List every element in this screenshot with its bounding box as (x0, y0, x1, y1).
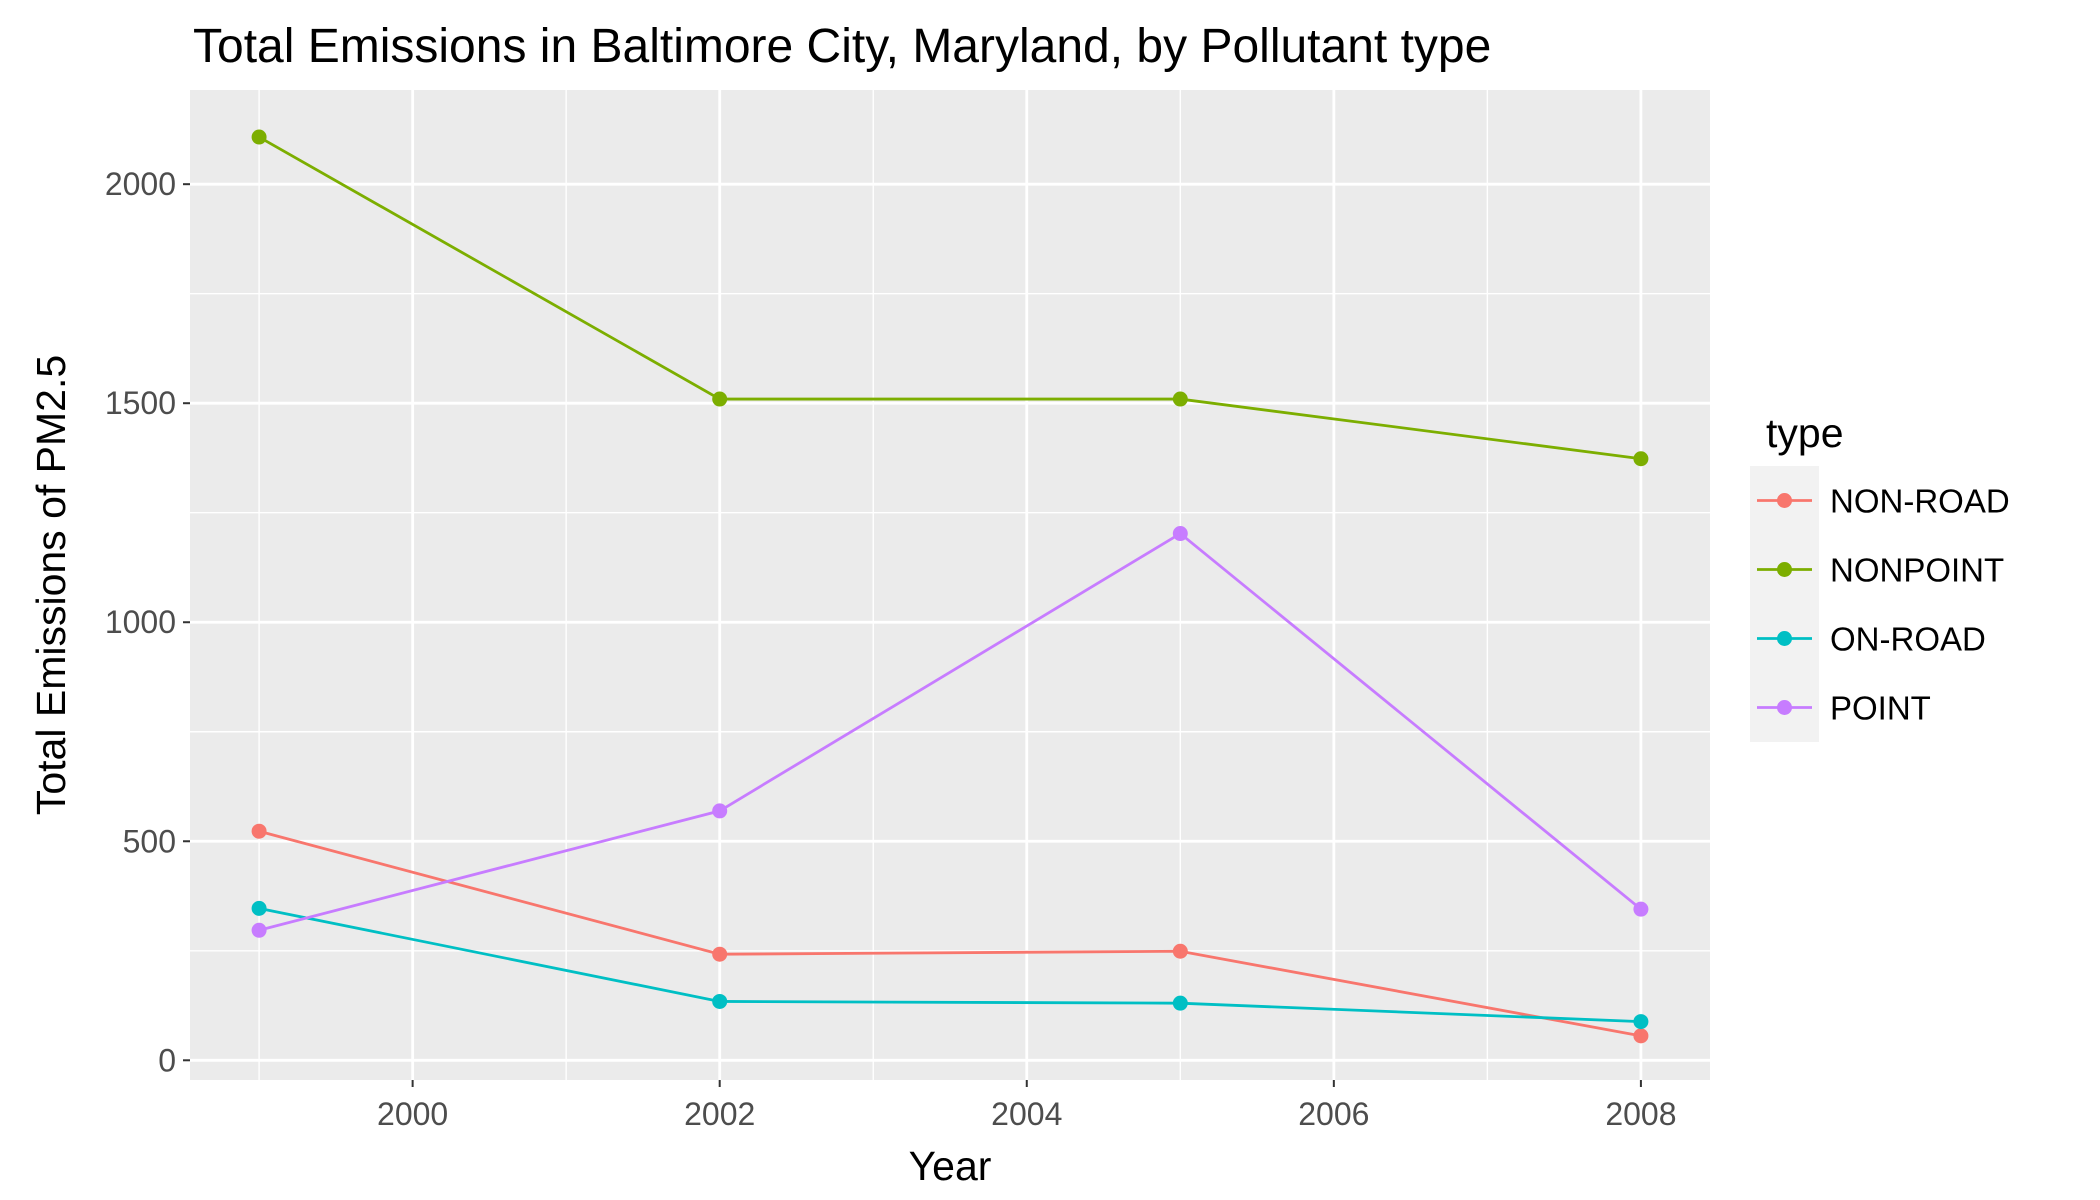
legend-key-point (1777, 700, 1792, 715)
x-axis: 2000 2002 2004 2006 2008 (377, 1080, 1677, 1132)
data-point-on-road (251, 900, 267, 916)
data-point-nonpoint (1172, 391, 1188, 407)
legend: type NON-ROAD NONPOINT ON-ROAD POINT (1750, 410, 2010, 742)
series-line-nonpoint (258, 135, 1642, 461)
series-line-point (258, 531, 1642, 932)
y-tick-label: 2000 (105, 166, 176, 202)
legend-key-point (1777, 493, 1792, 508)
y-tick-label: 1500 (105, 385, 176, 421)
y-tick-label: 1000 (105, 604, 176, 640)
plot-panel (190, 90, 1710, 1080)
chart-title: Total Emissions in Baltimore City, Maryl… (193, 20, 1491, 73)
data-point-on-road (712, 993, 728, 1009)
series-non-road (251, 823, 1649, 1044)
data-point-non-road (251, 823, 267, 839)
data-point-non-road (1172, 943, 1188, 959)
legend-item-non-road: NON-ROAD (1750, 466, 2010, 535)
legend-label: ON-ROAD (1830, 621, 1986, 658)
legend-item-nonpoint: NONPOINT (1750, 535, 2004, 604)
data-point-non-road (1633, 1028, 1649, 1044)
legend-key-point (1777, 562, 1792, 577)
legend-item-on-road: ON-ROAD (1750, 604, 1986, 673)
series-line-on-road (258, 906, 1641, 1024)
legend-item-point: POINT (1750, 673, 1931, 742)
legend-label: POINT (1830, 690, 1931, 727)
data-point-point (1172, 526, 1188, 542)
series-layer (251, 129, 1649, 1044)
x-tick-label: 2000 (377, 1096, 448, 1132)
legend-title: type (1766, 410, 1844, 456)
y-tick-label: 0 (158, 1042, 176, 1078)
legend-label: NON-ROAD (1830, 483, 2010, 520)
data-point-nonpoint (251, 129, 267, 145)
series-on-road (251, 900, 1649, 1030)
y-tick-label: 500 (123, 823, 176, 859)
data-point-nonpoint (712, 391, 728, 407)
minor-gridlines (190, 90, 1710, 1080)
y-axis: 0 500 1000 1500 2000 (105, 166, 190, 1078)
data-point-point (251, 922, 267, 938)
legend-items: NON-ROAD NONPOINT ON-ROAD POINT (1750, 466, 2010, 742)
x-tick-label: 2008 (1605, 1096, 1676, 1132)
series-nonpoint (251, 129, 1649, 467)
legend-key-point (1777, 631, 1792, 646)
data-point-nonpoint (1633, 451, 1649, 467)
series-line-non-road (258, 829, 1642, 1038)
y-axis-title: Total Emissions of PM2.5 (28, 355, 74, 815)
legend-label: NONPOINT (1830, 552, 2004, 589)
data-point-point (712, 803, 728, 819)
data-point-point (1633, 901, 1649, 917)
x-tick-label: 2006 (1298, 1096, 1369, 1132)
series-point (251, 526, 1649, 938)
x-axis-title: Year (909, 1143, 992, 1189)
data-point-on-road (1633, 1014, 1649, 1030)
data-point-on-road (1172, 995, 1188, 1011)
x-tick-label: 2004 (991, 1096, 1062, 1132)
data-point-non-road (712, 946, 728, 962)
x-tick-label: 2002 (684, 1096, 755, 1132)
